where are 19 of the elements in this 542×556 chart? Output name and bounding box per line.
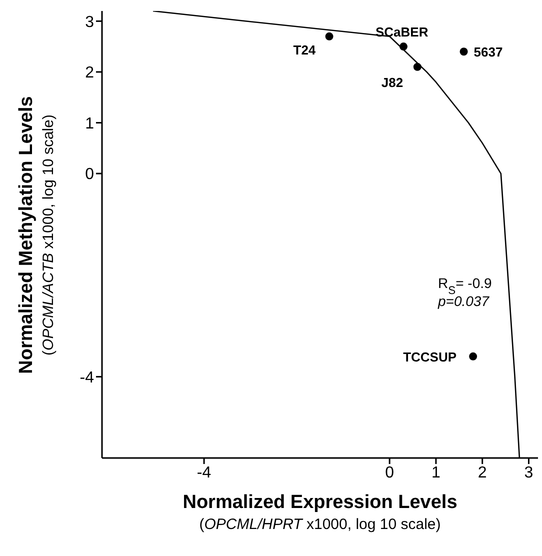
x-tick-label: 3 xyxy=(524,464,534,482)
point xyxy=(460,48,468,56)
x-tick-label: -4 xyxy=(196,464,212,482)
series-label: J82 xyxy=(381,74,404,90)
y-tick-label: 0 xyxy=(85,166,94,184)
y-tick-label: 3 xyxy=(85,14,94,31)
series-label: 5637 xyxy=(474,44,503,60)
y-tick-label: 2 xyxy=(85,64,94,82)
point xyxy=(325,32,334,40)
series-label: SCaBER xyxy=(375,24,429,40)
x-tick-label: 2 xyxy=(478,464,487,482)
y-tick-label: -4 xyxy=(80,369,94,386)
y-tick-label: 1 xyxy=(85,115,94,132)
x-tick-label: 1 xyxy=(432,464,441,482)
x-tick-label: 0 xyxy=(385,464,394,482)
point xyxy=(469,352,478,360)
series-label: TCCSUP xyxy=(403,349,457,364)
x-axis-title: Normalized Expression Levels (OPCML/HPRT x1000, log 10 scale) xyxy=(182,492,458,535)
series-label: T24 xyxy=(293,42,316,58)
